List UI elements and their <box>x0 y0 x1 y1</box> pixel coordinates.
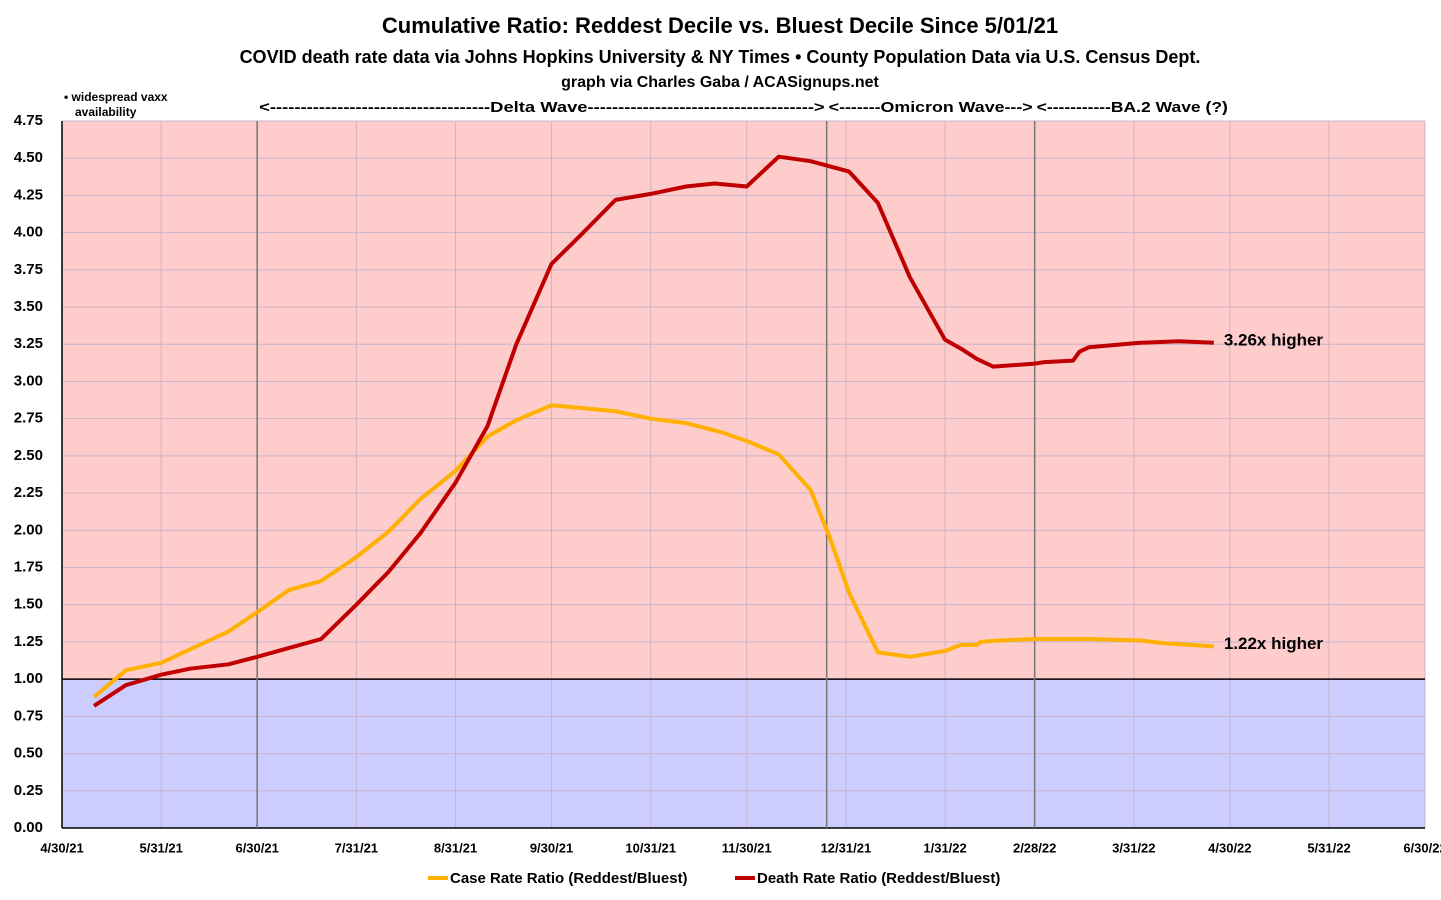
x-tick-label: 2/28/22 <box>1013 840 1056 855</box>
y-tick-label: 1.50 <box>14 596 43 613</box>
y-tick-label: 0.25 <box>14 782 43 799</box>
y-tick-label: 0.75 <box>14 707 43 724</box>
y-tick-label: 2.75 <box>14 410 43 427</box>
wave-label: <-------Omicron Wave---> <box>829 99 1033 116</box>
x-tick-label: 12/31/21 <box>821 840 872 855</box>
note: availability <box>75 105 137 119</box>
y-tick-label: 4.50 <box>14 149 43 166</box>
y-tick-label: 1.00 <box>14 670 43 687</box>
y-tick-label: 4.00 <box>14 224 43 241</box>
y-tick-label: 4.25 <box>14 186 43 203</box>
y-tick-label: 3.75 <box>14 261 43 278</box>
note: • widespread vaxx <box>64 90 168 104</box>
data-line <box>92 403 1214 699</box>
y-tick-label: 1.25 <box>14 633 43 650</box>
x-tick-label: 11/30/21 <box>722 840 772 855</box>
x-tick-label: 4/30/21 <box>40 840 83 855</box>
y-tick-label: 0.00 <box>14 819 43 836</box>
end-label: 1.22x higher <box>1224 634 1324 653</box>
x-tick-label: 8/31/21 <box>434 840 477 855</box>
y-tick-label: 4.75 <box>14 112 43 129</box>
x-tick-label: 1/31/22 <box>923 840 966 855</box>
x-tick-label: 10/31/21 <box>625 840 676 855</box>
x-tick-label: 5/31/21 <box>139 840 182 855</box>
x-tick-label: 9/30/21 <box>530 840 573 855</box>
chart-subtitle: COVID death rate data via Johns Hopkins … <box>240 47 1201 67</box>
chart-title: Cumulative Ratio: Reddest Decile vs. Blu… <box>382 13 1058 38</box>
y-tick-label: 3.25 <box>14 335 43 352</box>
end-label: 3.26x higher <box>1224 330 1324 349</box>
x-tick-label: 6/30/21 <box>235 840 278 855</box>
y-tick-label: 2.25 <box>14 484 43 501</box>
above-region <box>62 121 1425 680</box>
legend-label: Case Rate Ratio (Reddest/Bluest) <box>450 870 688 887</box>
y-tick-label: 1.75 <box>14 558 43 575</box>
y-tick-label: 2.50 <box>14 447 43 464</box>
chart-subtitle: graph via Charles Gaba / ACASignups.net <box>561 74 879 91</box>
y-tick-label: 2.00 <box>14 521 43 538</box>
x-tick-label: 4/30/22 <box>1208 840 1251 855</box>
x-tick-label: 3/31/22 <box>1112 840 1155 855</box>
y-tick-label: 0.50 <box>14 745 43 762</box>
wave-label: <------------------------------------Del… <box>259 99 825 116</box>
legend-label: Death Rate Ratio (Reddest/Bluest) <box>757 870 1000 887</box>
x-tick-label: 7/31/21 <box>335 840 378 855</box>
x-tick-label: 6/30/22 <box>1403 840 1441 855</box>
wave-label: <-----------BA.2 Wave (?) <box>1037 99 1228 116</box>
y-tick-label: 3.50 <box>14 298 43 315</box>
y-tick-label: 3.00 <box>14 372 43 389</box>
data-line <box>92 154 1214 708</box>
x-tick-label: 5/31/22 <box>1307 840 1350 855</box>
